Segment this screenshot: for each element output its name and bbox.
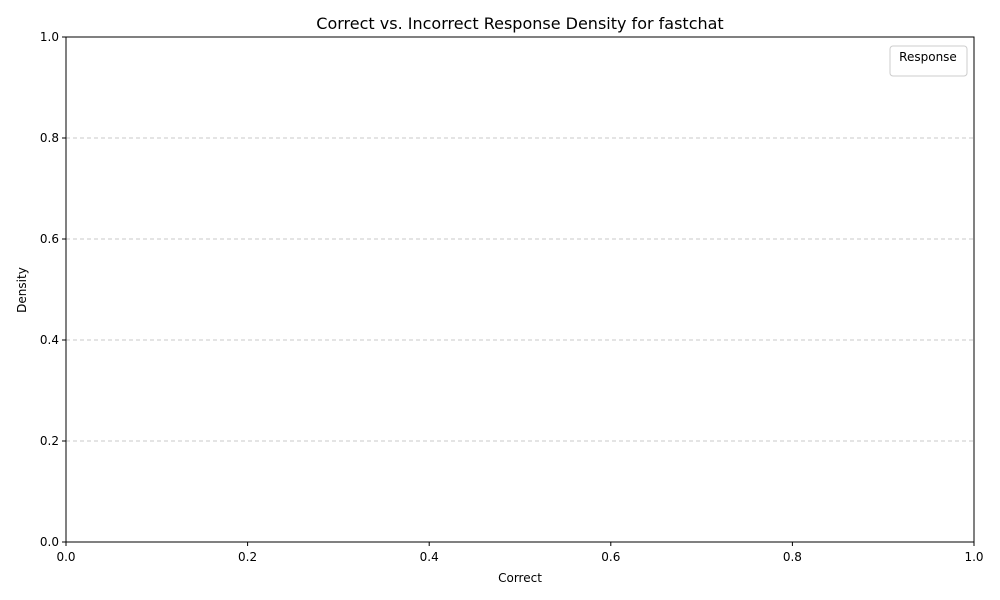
- x-tick-label: 0.6: [601, 550, 620, 564]
- gridlines: [66, 137, 974, 442]
- x-tick-label: 0.8: [783, 550, 802, 564]
- x-axis-label: Correct: [498, 571, 542, 585]
- legend: Response: [889, 45, 968, 77]
- y-tick-label: 0.2: [40, 434, 59, 448]
- x-tick-label: 0.2: [238, 550, 257, 564]
- chart-title: Correct vs. Incorrect Response Density f…: [316, 14, 723, 33]
- legend-title: Response: [899, 50, 957, 64]
- x-tick-label: 0.0: [56, 550, 75, 564]
- plot-frame: [65, 36, 975, 543]
- legend-box: [889, 45, 968, 77]
- y-tick-label: 0.8: [40, 131, 59, 145]
- x-axis-ticks: 0.0 0.2 0.4 0.6 0.8 1.0: [56, 542, 984, 564]
- y-tick-label: 0.0: [40, 535, 59, 549]
- y-tick-label: 0.4: [40, 333, 59, 347]
- y-tick-label: 0.6: [40, 232, 59, 246]
- y-axis-label: Density: [15, 267, 29, 313]
- x-tick-label: 1.0: [964, 550, 983, 564]
- x-tick-label: 0.4: [420, 550, 439, 564]
- y-tick-label: 1.0: [40, 30, 59, 44]
- y-axis-ticks: 0.0 0.2 0.4 0.6 0.8 1.0: [40, 30, 66, 549]
